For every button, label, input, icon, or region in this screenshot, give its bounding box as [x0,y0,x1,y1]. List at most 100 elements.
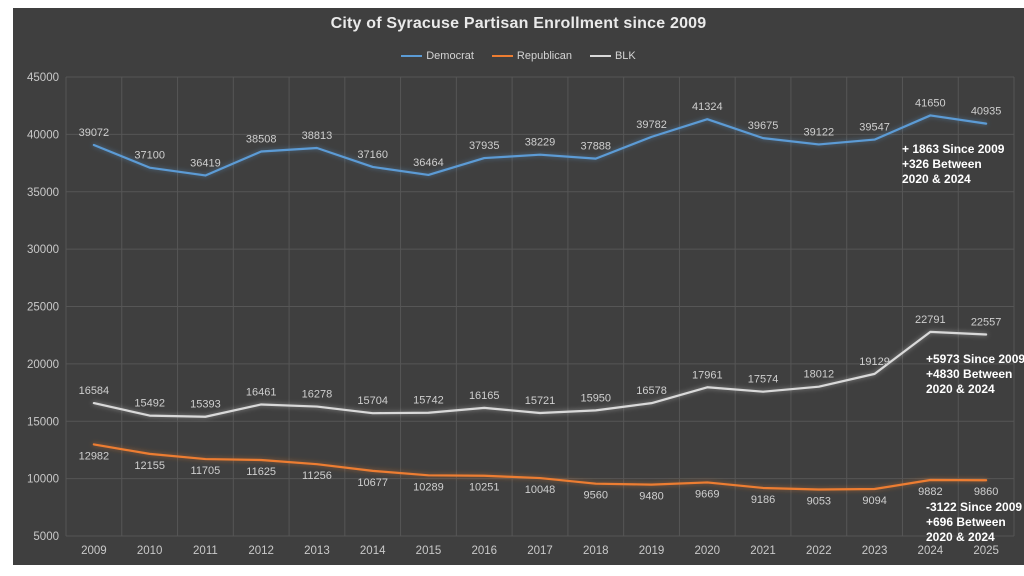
data-label-blk: 19129 [859,356,890,368]
annotation-blk: +5973 Since 2009 +4830 Between 2020 & 20… [926,352,1024,397]
annotation-line: 2020 & 2024 [902,172,971,186]
data-label-republican: 9882 [918,486,942,498]
legend-swatch-blk [589,55,611,57]
data-label-republican: 9860 [974,486,998,498]
data-label-republican: 10048 [525,484,556,496]
data-label-republican: 9480 [639,491,663,503]
legend-swatch-democrat [401,55,423,57]
y-axis-tick-label: 5000 [33,531,59,543]
annotation-line: + 1863 Since 2009 [902,142,1005,156]
x-axis-tick-label: 2018 [583,545,609,557]
x-axis-tick-label: 2009 [81,545,107,557]
annotation-line: -3122 Since 2009 [926,500,1023,514]
data-label-blk: 17574 [748,374,779,386]
data-label-democrat: 38229 [525,137,556,149]
chart-title: City of Syracuse Partisan Enrollment sin… [330,15,707,32]
data-label-democrat: 41324 [692,101,723,113]
annotation-line: +4830 Between [926,367,1013,381]
series-line-democrat[interactable] [92,114,988,177]
data-label-democrat: 36419 [190,157,221,169]
data-label-republican: 11256 [302,470,332,482]
data-label-democrat: 40935 [971,106,1002,118]
series-line-republican[interactable] [92,443,988,491]
legend: Democrat Republican BLK [13,50,1024,62]
legend-item-republican[interactable]: Republican [491,50,572,62]
legend-label-blk: BLK [614,50,636,62]
data-label-blk: 16461 [246,386,277,398]
data-label-blk: 15704 [357,395,388,407]
x-axis-tick-label: 2017 [527,545,553,557]
x-axis-tick-label: 2010 [137,545,163,557]
data-label-democrat: 38508 [246,133,277,145]
x-axis-tick-label: 2011 [193,545,218,557]
y-axis-tick-label: 10000 [27,474,59,486]
annotation-line: 2020 & 2024 [926,530,995,544]
series-line-blk[interactable] [92,330,988,418]
data-label-blk: 15492 [134,398,165,410]
data-label-republican: 9560 [584,490,608,502]
data-label-republican: 12982 [79,450,110,462]
data-label-democrat: 37160 [357,149,388,161]
data-label-democrat: 39122 [804,126,835,138]
x-axis-tick-label: 2019 [639,545,665,557]
x-axis-tick-label: 2014 [360,545,386,557]
data-label-democrat: 36464 [413,157,444,169]
data-label-democrat: 39782 [636,119,667,131]
data-label-republican: 10289 [413,481,444,493]
data-label-democrat: 39547 [859,122,890,134]
data-label-republican: 11705 [191,465,221,477]
x-axis-tick-label: 2013 [304,545,330,557]
data-label-blk: 16584 [79,385,110,397]
data-label-democrat: 37100 [134,150,165,162]
legend-item-democrat[interactable]: Democrat [401,50,474,62]
x-axis-tick-label: 2022 [806,545,832,557]
y-axis-tick-label: 45000 [27,72,59,84]
x-axis-tick-label: 2012 [248,545,274,557]
legend-label-republican: Republican [516,50,572,62]
legend-item-blk[interactable]: BLK [589,50,636,62]
y-axis-tick-label: 20000 [27,359,59,371]
annotation-line: +326 Between [902,157,982,171]
data-label-blk: 16278 [302,389,333,401]
annotation-democrat: + 1863 Since 2009 +326 Between 2020 & 20… [902,142,1004,187]
data-label-blk: 15393 [190,399,221,411]
data-label-blk: 22557 [971,317,1002,329]
annotation-line: +5973 Since 2009 [926,352,1024,366]
data-label-republican: 10677 [357,477,388,489]
data-label-blk: 15721 [525,395,556,407]
data-label-blk: 15742 [413,395,444,407]
x-axis-tick-label: 2016 [471,545,497,557]
line-chart-plot: 5000 10000 15000 20000 25000 30000 35000 40000 4… [27,72,1015,557]
y-axis-tick-label: 25000 [27,302,59,314]
data-label-republican: 9186 [751,494,775,506]
legend-swatch-republican [491,55,513,57]
x-axis-tick-label: 2025 [973,545,999,557]
annotation-line: +696 Between [926,515,1006,529]
y-axis-tick-label: 30000 [27,244,59,256]
data-label-democrat: 39072 [79,127,110,139]
data-label-democrat: 39675 [748,120,779,132]
data-label-republican: 12155 [134,460,165,472]
data-label-democrat: 37935 [469,140,500,152]
data-label-blk: 17961 [692,369,723,381]
x-axis-tick-label: 2024 [918,545,944,557]
x-axis-tick-label: 2021 [750,545,776,557]
data-label-democrat: 37888 [580,141,611,153]
y-axis-tick-label: 35000 [27,187,59,199]
annotation-line: 2020 & 2024 [926,382,995,396]
x-axis-tick-label: 2020 [694,545,720,557]
data-label-blk: 16165 [469,390,500,402]
data-label-democrat: 38813 [302,130,333,142]
data-label-blk: 16578 [636,385,667,397]
data-label-republican: 10251 [469,482,500,494]
data-label-blk: 15950 [580,392,611,404]
data-label-democrat: 41650 [915,97,946,109]
x-axis-tick-label: 2015 [416,545,442,557]
data-label-republican: 9094 [862,495,886,507]
data-label-republican: 9669 [695,488,719,500]
x-axis-tick-label: 2023 [862,545,888,557]
y-axis-tick-label: 15000 [27,416,59,428]
data-label-republican: 9053 [807,495,831,507]
data-label-republican: 11625 [246,466,276,478]
